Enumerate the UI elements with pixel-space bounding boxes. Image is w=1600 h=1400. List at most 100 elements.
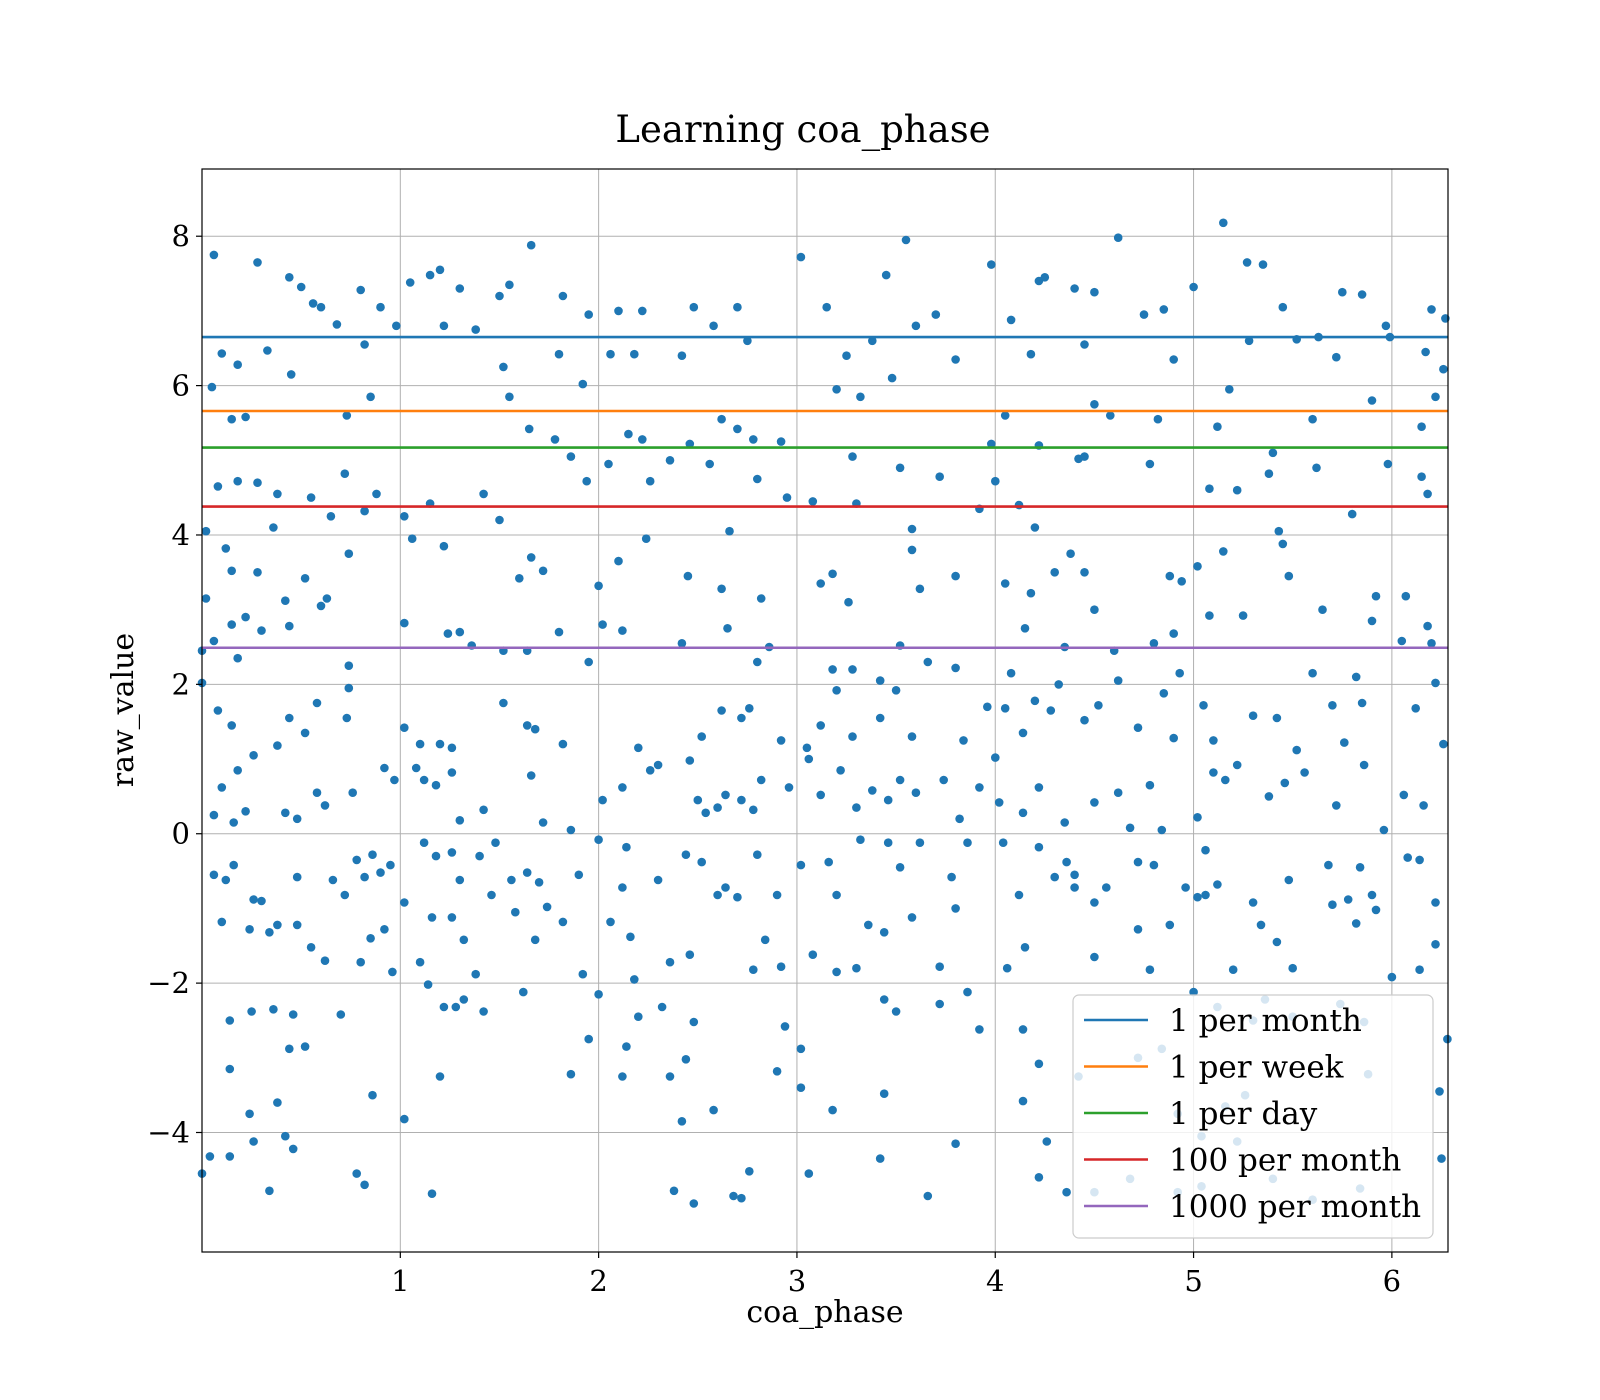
scatter-point bbox=[245, 925, 254, 934]
scatter-point bbox=[227, 414, 236, 424]
scatter-point bbox=[630, 975, 639, 984]
scatter-point bbox=[332, 320, 342, 329]
scatter-point bbox=[1018, 808, 1028, 818]
legend-label: 1 per day bbox=[1169, 1096, 1318, 1132]
scatter-point bbox=[1139, 310, 1149, 319]
scatter-point bbox=[558, 917, 568, 927]
y-tick-label: −2 bbox=[147, 966, 190, 1000]
scatter-point bbox=[217, 349, 227, 358]
scatter-point bbox=[772, 890, 782, 900]
scatter-point bbox=[1050, 568, 1059, 577]
scatter-point bbox=[1034, 1173, 1044, 1182]
scatter-point bbox=[907, 732, 917, 741]
scatter-point bbox=[935, 472, 944, 482]
scatter-point bbox=[1328, 701, 1337, 710]
scatter-point bbox=[987, 439, 996, 449]
scatter-point bbox=[505, 280, 514, 290]
scatter-point bbox=[689, 1199, 699, 1208]
scatter-point bbox=[1034, 1059, 1044, 1069]
legend-label: 100 per month bbox=[1169, 1143, 1401, 1179]
scatter-point bbox=[558, 739, 568, 749]
scatter-point bbox=[1228, 965, 1238, 974]
scatter-point bbox=[1343, 895, 1353, 904]
scatter-point bbox=[1435, 1087, 1444, 1096]
scatter-point bbox=[1106, 411, 1115, 420]
scatter-point bbox=[907, 545, 917, 555]
scatter-point bbox=[306, 493, 316, 502]
scatter-point bbox=[1357, 290, 1367, 299]
scatter-point bbox=[455, 627, 465, 637]
scatter-point bbox=[951, 571, 960, 581]
x-tick-label: 5 bbox=[1184, 1264, 1202, 1298]
scatter-point bbox=[653, 875, 663, 885]
scatter-point bbox=[328, 875, 338, 885]
scatter-point bbox=[342, 411, 352, 420]
scatter-point bbox=[630, 349, 639, 359]
scatter-point bbox=[1274, 526, 1284, 536]
scatter-point bbox=[487, 890, 496, 900]
scatter-point bbox=[225, 1152, 235, 1161]
scatter-point bbox=[1006, 315, 1016, 325]
scatter-point bbox=[1403, 853, 1412, 862]
scatter-point bbox=[233, 766, 242, 775]
scatter-point bbox=[745, 1167, 754, 1176]
scatter-point bbox=[1351, 672, 1361, 682]
y-tick-label: 2 bbox=[172, 667, 190, 701]
scatter-point bbox=[951, 1139, 960, 1148]
scatter-point bbox=[542, 902, 552, 912]
scatter-point bbox=[1090, 605, 1099, 614]
scatter-point bbox=[241, 412, 250, 422]
scatter-point bbox=[320, 801, 330, 810]
x-tick-label: 6 bbox=[1383, 1264, 1401, 1298]
scatter-point bbox=[368, 1090, 377, 1100]
scatter-point bbox=[431, 780, 441, 790]
scatter-point bbox=[1054, 680, 1063, 689]
scatter-point bbox=[1308, 414, 1317, 424]
scatter-point bbox=[201, 526, 211, 536]
scatter-point bbox=[614, 306, 623, 316]
x-tick-label: 3 bbox=[788, 1264, 806, 1298]
scatter-point bbox=[400, 898, 409, 907]
scatter-point bbox=[824, 857, 833, 867]
scatter-point bbox=[693, 795, 703, 805]
scatter-point bbox=[233, 653, 242, 663]
scatter-point bbox=[1026, 588, 1036, 598]
scatter-point bbox=[915, 584, 925, 594]
scatter-point bbox=[584, 657, 593, 667]
scatter-point bbox=[1332, 352, 1341, 362]
scatter-point bbox=[1355, 863, 1365, 872]
scatter-point bbox=[697, 732, 706, 741]
scatter-point bbox=[1125, 823, 1135, 833]
scatter-point bbox=[1169, 629, 1178, 638]
scatter-point bbox=[852, 803, 861, 812]
scatter-point bbox=[931, 310, 941, 319]
scatter-point bbox=[439, 541, 449, 551]
scatter-point bbox=[782, 493, 792, 502]
scatter-point bbox=[1000, 579, 1010, 588]
scatter-point bbox=[721, 883, 730, 892]
scatter-point bbox=[435, 739, 445, 749]
scatter-point bbox=[911, 321, 921, 331]
scatter-point bbox=[951, 355, 960, 364]
scatter-point bbox=[316, 302, 326, 312]
scatter-point bbox=[733, 892, 742, 902]
scatter-point bbox=[1165, 920, 1175, 930]
scatter-point bbox=[598, 795, 607, 805]
scatter-point bbox=[1090, 898, 1099, 907]
scatter-point bbox=[1264, 792, 1274, 801]
scatter-point bbox=[1066, 549, 1075, 558]
scatter-point bbox=[1221, 775, 1230, 785]
scatter-point bbox=[848, 732, 857, 741]
scatter-point bbox=[624, 429, 633, 439]
scatter-point bbox=[479, 1007, 488, 1016]
scatter-point bbox=[832, 385, 841, 394]
scatter-point bbox=[566, 1069, 576, 1079]
scatter-point bbox=[1090, 400, 1099, 409]
scatter-point bbox=[875, 1154, 885, 1163]
legend-label: 1000 per month bbox=[1169, 1189, 1421, 1225]
scatter-point bbox=[479, 489, 488, 499]
y-tick-label: 8 bbox=[172, 219, 190, 253]
scatter-point bbox=[455, 816, 465, 825]
scatter-point bbox=[1169, 355, 1178, 364]
scatter-point bbox=[832, 890, 841, 900]
